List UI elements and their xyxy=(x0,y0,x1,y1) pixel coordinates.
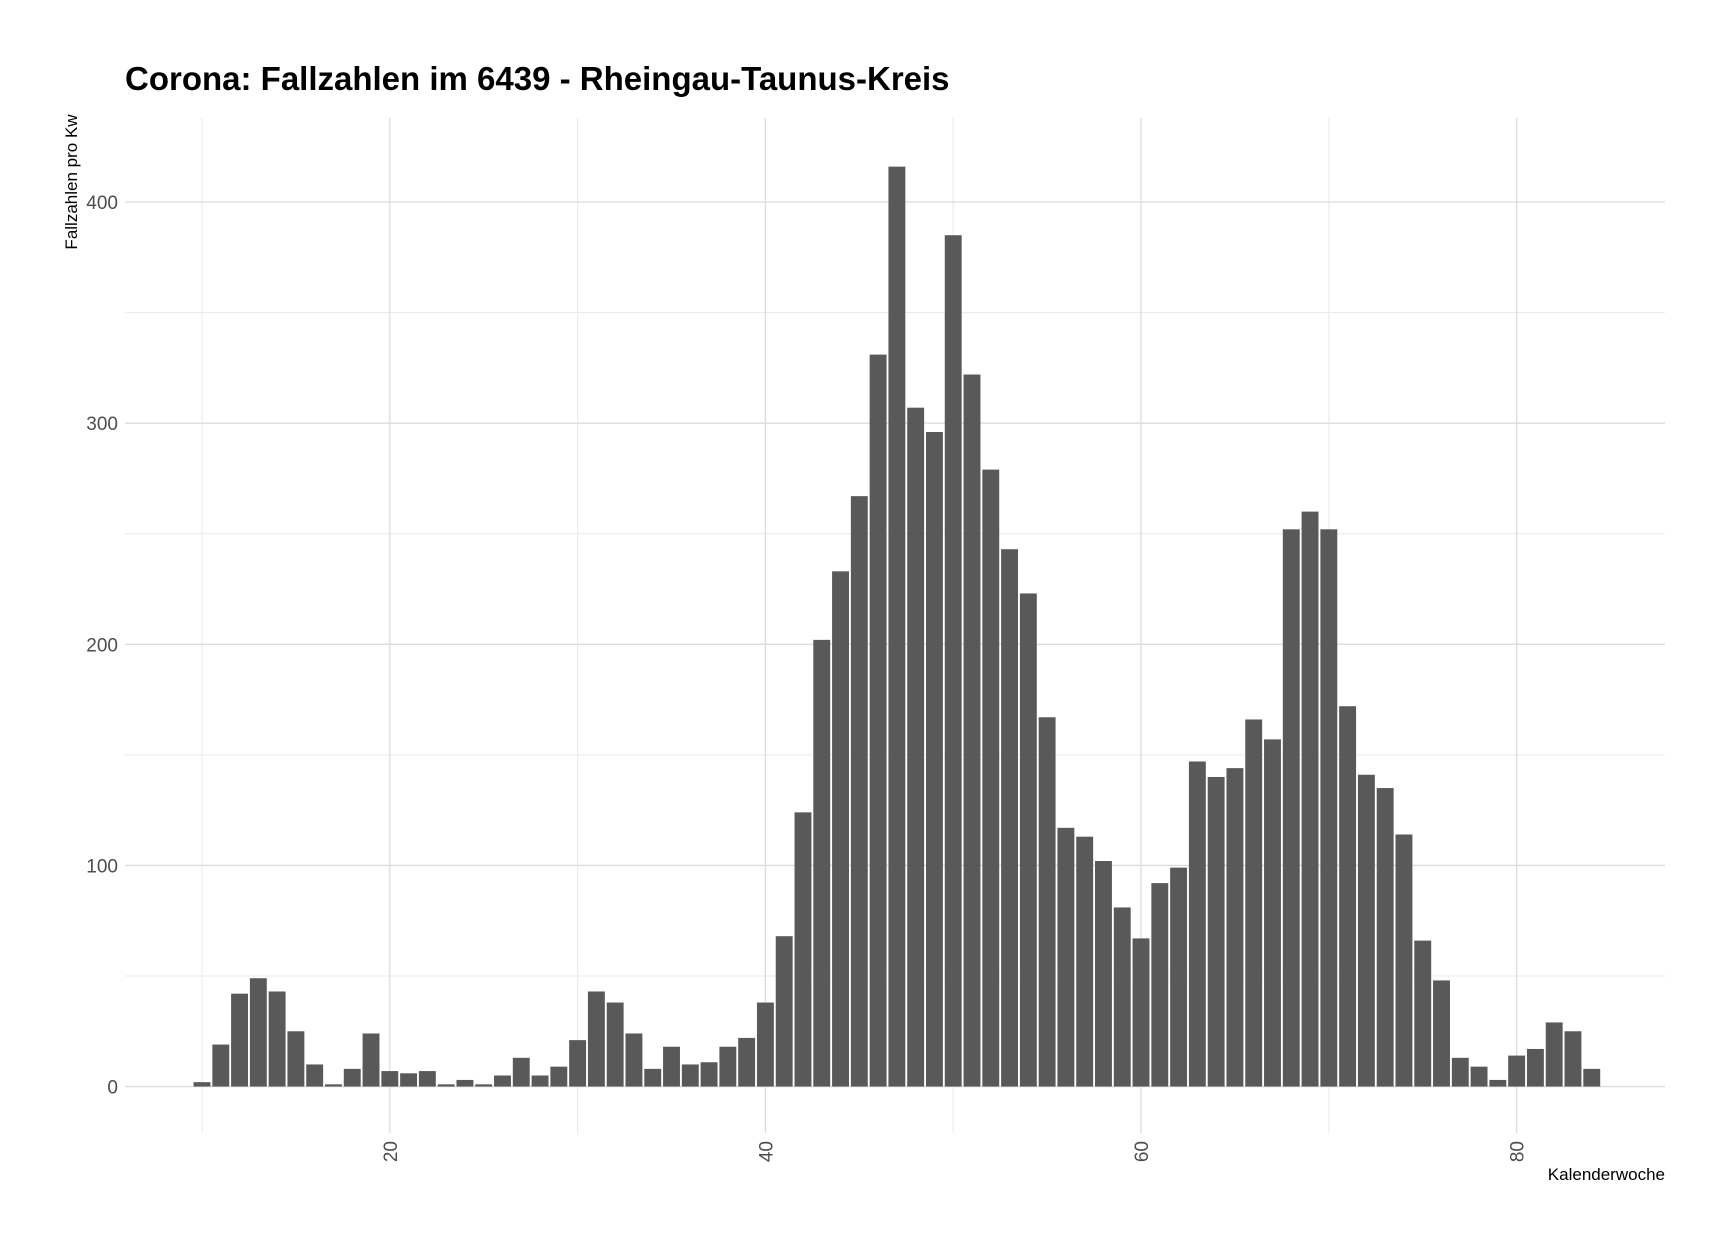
x-axis-ticks: 20 40 60 80 xyxy=(381,1141,1529,1162)
bar-kw-58 xyxy=(1095,861,1112,1087)
bar-kw-32 xyxy=(606,1002,624,1087)
y-tick-label: 100 xyxy=(86,856,118,877)
bar-kw-81 xyxy=(1526,1048,1544,1087)
bar-kw-63 xyxy=(1188,761,1206,1087)
bar-kw-69 xyxy=(1301,511,1319,1087)
y-axis-ticks: 0 100 200 300 400 xyxy=(86,193,118,1099)
bar-kw-83 xyxy=(1564,1031,1582,1087)
bar-kw-43 xyxy=(813,639,831,1087)
bar-kw-52 xyxy=(982,469,1000,1087)
bar-kw-61 xyxy=(1151,883,1169,1087)
bar-kw-77 xyxy=(1451,1057,1469,1087)
bar-kw-17 xyxy=(325,1084,342,1087)
bar-kw-47 xyxy=(888,166,906,1087)
bar-kw-18 xyxy=(343,1068,361,1087)
bar-kw-27 xyxy=(512,1057,530,1087)
bar-kw-28 xyxy=(531,1075,549,1087)
bar-kw-68 xyxy=(1282,529,1300,1087)
bar-kw-25 xyxy=(475,1084,493,1087)
bar-kw-46 xyxy=(869,354,887,1087)
bar-kw-51 xyxy=(963,374,981,1087)
bar-kw-35 xyxy=(663,1046,680,1087)
y-tick-label: 200 xyxy=(86,635,118,656)
bar-kw-33 xyxy=(625,1033,643,1087)
bar-kw-40 xyxy=(756,1002,774,1087)
bars xyxy=(193,166,1601,1087)
bar-kw-75 xyxy=(1414,940,1432,1087)
x-tick-label: 60 xyxy=(1132,1141,1153,1162)
bar-kw-71 xyxy=(1339,706,1357,1087)
bar-kw-67 xyxy=(1264,739,1281,1087)
bar-kw-24 xyxy=(456,1079,474,1087)
bar-kw-79 xyxy=(1489,1079,1507,1087)
bar-kw-22 xyxy=(418,1071,436,1087)
bar-kw-34 xyxy=(644,1068,662,1087)
y-axis-label: Fallzahlen pro Kw xyxy=(62,114,81,250)
bar-kw-31 xyxy=(587,991,605,1087)
bar-kw-21 xyxy=(400,1073,418,1087)
bar-kw-59 xyxy=(1113,907,1131,1087)
bar-kw-84 xyxy=(1583,1068,1601,1087)
bar-kw-48 xyxy=(907,407,925,1087)
bar-kw-53 xyxy=(1001,549,1019,1087)
bar-kw-50 xyxy=(944,235,962,1087)
bar-kw-65 xyxy=(1226,768,1244,1087)
bar-kw-62 xyxy=(1170,867,1188,1087)
y-tick-label: 300 xyxy=(86,414,118,435)
bar-kw-12 xyxy=(231,993,249,1087)
x-tick-label: 80 xyxy=(1508,1141,1529,1162)
bar-kw-76 xyxy=(1433,980,1450,1087)
y-tick-label: 400 xyxy=(86,193,118,214)
bar-kw-78 xyxy=(1470,1066,1488,1087)
bar-kw-54 xyxy=(1019,593,1037,1087)
bar-kw-45 xyxy=(850,496,868,1087)
bar-kw-57 xyxy=(1076,836,1094,1087)
bar-kw-16 xyxy=(306,1064,324,1087)
bar-kw-74 xyxy=(1395,834,1413,1087)
bar-kw-36 xyxy=(681,1064,699,1087)
bar-kw-29 xyxy=(550,1066,568,1087)
bar-kw-41 xyxy=(775,936,793,1087)
bar-kw-38 xyxy=(719,1046,737,1087)
bar-kw-82 xyxy=(1545,1022,1563,1087)
chart-title: Corona: Fallzahlen im 6439 - Rheingau-Ta… xyxy=(125,60,950,97)
bar-kw-19 xyxy=(362,1033,380,1087)
bar-kw-73 xyxy=(1376,788,1394,1087)
bar-kw-23 xyxy=(437,1084,455,1087)
bar-kw-13 xyxy=(249,978,267,1087)
x-tick-label: 40 xyxy=(756,1141,777,1162)
bar-kw-70 xyxy=(1320,529,1338,1087)
y-tick-label: 0 xyxy=(107,1078,118,1099)
bar-kw-14 xyxy=(268,991,286,1087)
bar-kw-72 xyxy=(1357,774,1375,1087)
x-tick-label: 20 xyxy=(381,1141,402,1162)
bar-kw-37 xyxy=(700,1062,718,1087)
bar-kw-44 xyxy=(832,571,849,1087)
bar-kw-30 xyxy=(569,1040,587,1087)
bar-kw-42 xyxy=(794,812,812,1087)
bar-kw-20 xyxy=(381,1071,399,1087)
bar-kw-49 xyxy=(925,432,943,1087)
bar-kw-10 xyxy=(193,1082,211,1087)
bar-kw-39 xyxy=(738,1037,756,1087)
bar-kw-56 xyxy=(1057,827,1075,1087)
x-axis-label: Kalenderwoche xyxy=(1548,1165,1665,1184)
bar-kw-26 xyxy=(494,1075,511,1087)
bar-kw-64 xyxy=(1207,776,1225,1087)
bar-kw-15 xyxy=(287,1031,305,1087)
bar-kw-80 xyxy=(1508,1055,1526,1087)
bar-kw-11 xyxy=(212,1044,230,1087)
bar-kw-55 xyxy=(1038,717,1056,1087)
bar-kw-60 xyxy=(1132,938,1150,1087)
bar-kw-66 xyxy=(1245,719,1263,1087)
